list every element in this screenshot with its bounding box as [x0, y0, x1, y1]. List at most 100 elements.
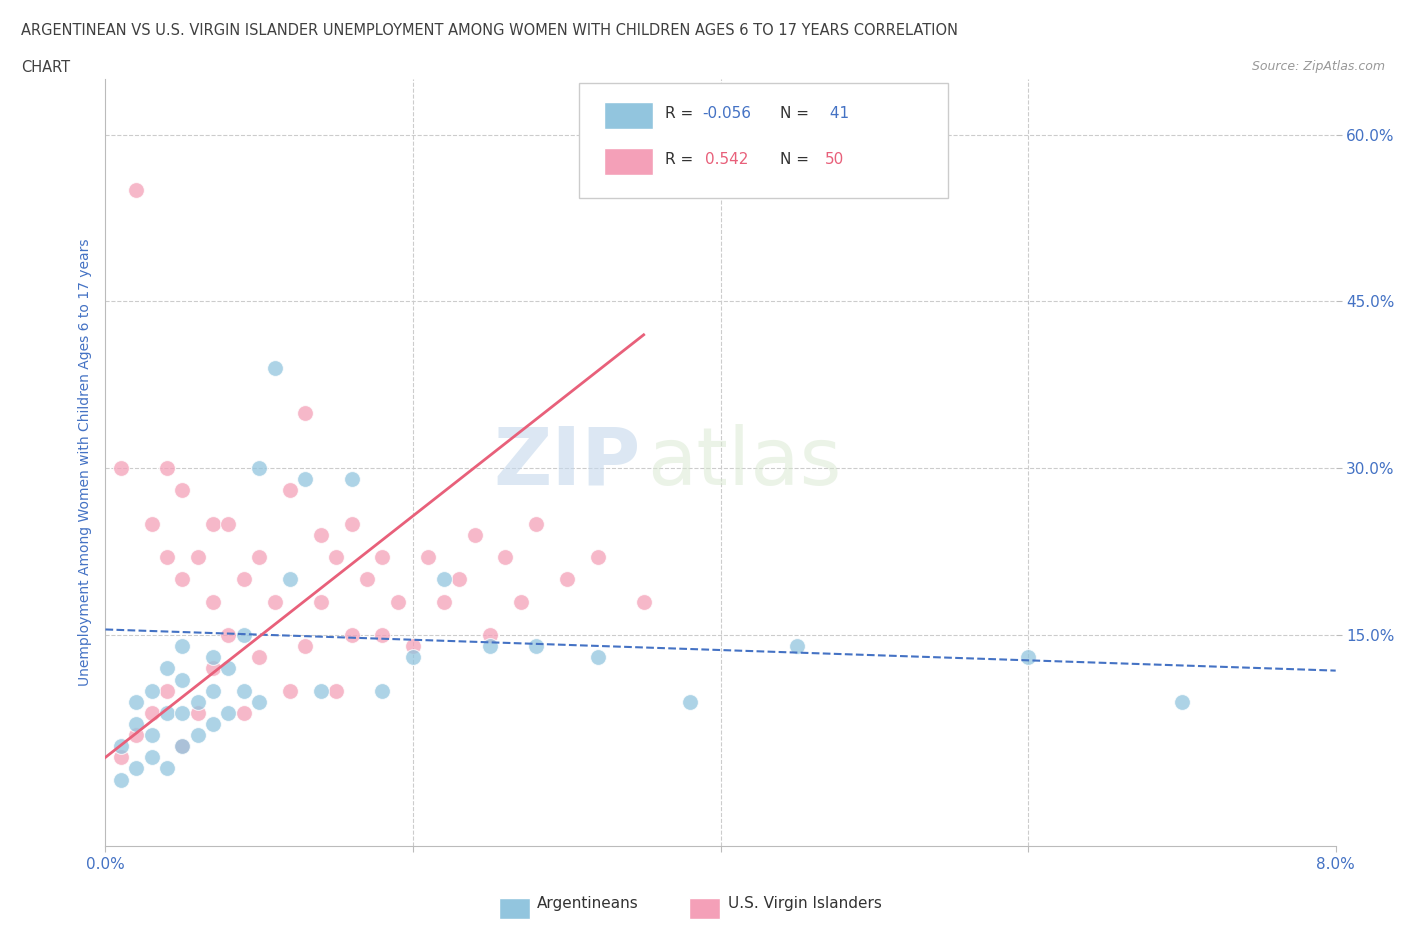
Point	[172, 738, 194, 753]
Point	[371, 628, 394, 643]
Text: ARGENTINEAN VS U.S. VIRGIN ISLANDER UNEMPLOYMENT AMONG WOMEN WITH CHILDREN AGES : ARGENTINEAN VS U.S. VIRGIN ISLANDER UNEM…	[21, 23, 957, 38]
Point	[494, 550, 516, 565]
FancyBboxPatch shape	[603, 148, 652, 175]
Point	[125, 183, 148, 198]
Point	[340, 516, 363, 531]
Point	[172, 572, 194, 587]
Point	[187, 695, 209, 710]
Point	[156, 684, 179, 698]
Point	[586, 650, 609, 665]
Text: 0.542: 0.542	[704, 153, 748, 167]
Point	[263, 361, 285, 376]
Point	[278, 483, 301, 498]
Text: 50: 50	[825, 153, 845, 167]
Point	[202, 594, 225, 609]
Point	[218, 661, 240, 676]
Point	[679, 695, 702, 710]
Point	[202, 716, 225, 731]
Text: N =: N =	[780, 153, 814, 167]
Text: atlas: atlas	[647, 424, 841, 501]
Point	[232, 684, 254, 698]
Point	[141, 684, 163, 698]
Point	[172, 483, 194, 498]
Point	[156, 550, 179, 565]
Point	[478, 639, 501, 654]
Point	[110, 460, 132, 475]
Point	[633, 594, 655, 609]
Point	[478, 628, 501, 643]
Point	[509, 594, 531, 609]
Point	[309, 684, 332, 698]
Point	[433, 594, 456, 609]
Point	[586, 550, 609, 565]
Point	[202, 516, 225, 531]
Point	[294, 472, 316, 486]
Point	[786, 639, 808, 654]
Point	[172, 639, 194, 654]
Point	[141, 750, 163, 764]
Text: ZIP: ZIP	[494, 424, 641, 501]
Point	[449, 572, 471, 587]
Point	[325, 550, 347, 565]
Point	[555, 572, 578, 587]
Point	[232, 706, 254, 721]
Point	[187, 550, 209, 565]
Point	[232, 572, 254, 587]
Point	[294, 639, 316, 654]
Point	[141, 516, 163, 531]
Point	[110, 750, 132, 764]
Point	[172, 706, 194, 721]
Text: R =: R =	[665, 106, 699, 121]
Point	[125, 761, 148, 776]
Point	[402, 650, 425, 665]
Text: N =: N =	[780, 106, 814, 121]
Point	[202, 650, 225, 665]
Point	[125, 727, 148, 742]
Point	[202, 661, 225, 676]
Point	[141, 706, 163, 721]
FancyBboxPatch shape	[579, 83, 948, 198]
Point	[418, 550, 440, 565]
Text: Argentineans: Argentineans	[537, 897, 638, 911]
Point	[524, 516, 547, 531]
Point	[278, 572, 301, 587]
Point	[294, 405, 316, 420]
Point	[340, 628, 363, 643]
Point	[278, 684, 301, 698]
Point	[156, 761, 179, 776]
Point	[125, 695, 148, 710]
Point	[187, 706, 209, 721]
Point	[172, 738, 194, 753]
Text: CHART: CHART	[21, 60, 70, 75]
Point	[309, 594, 332, 609]
Text: U.S. Virgin Islanders: U.S. Virgin Islanders	[728, 897, 882, 911]
Point	[232, 628, 254, 643]
Point	[340, 472, 363, 486]
FancyBboxPatch shape	[603, 102, 652, 129]
Point	[125, 716, 148, 731]
Point	[371, 550, 394, 565]
Point	[524, 639, 547, 654]
Point	[110, 738, 132, 753]
Point	[356, 572, 378, 587]
Point	[433, 572, 456, 587]
Y-axis label: Unemployment Among Women with Children Ages 6 to 17 years: Unemployment Among Women with Children A…	[77, 239, 91, 686]
Point	[247, 650, 270, 665]
Point	[247, 550, 270, 565]
Point	[247, 695, 270, 710]
Point	[464, 527, 486, 542]
Point	[218, 516, 240, 531]
Point	[371, 684, 394, 698]
Text: -0.056: -0.056	[702, 106, 751, 121]
Text: R =: R =	[665, 153, 703, 167]
Point	[218, 706, 240, 721]
Point	[402, 639, 425, 654]
Point	[218, 628, 240, 643]
Point	[156, 706, 179, 721]
Point	[1017, 650, 1039, 665]
Point	[387, 594, 409, 609]
Point	[202, 684, 225, 698]
Point	[141, 727, 163, 742]
Point	[263, 594, 285, 609]
Point	[309, 527, 332, 542]
